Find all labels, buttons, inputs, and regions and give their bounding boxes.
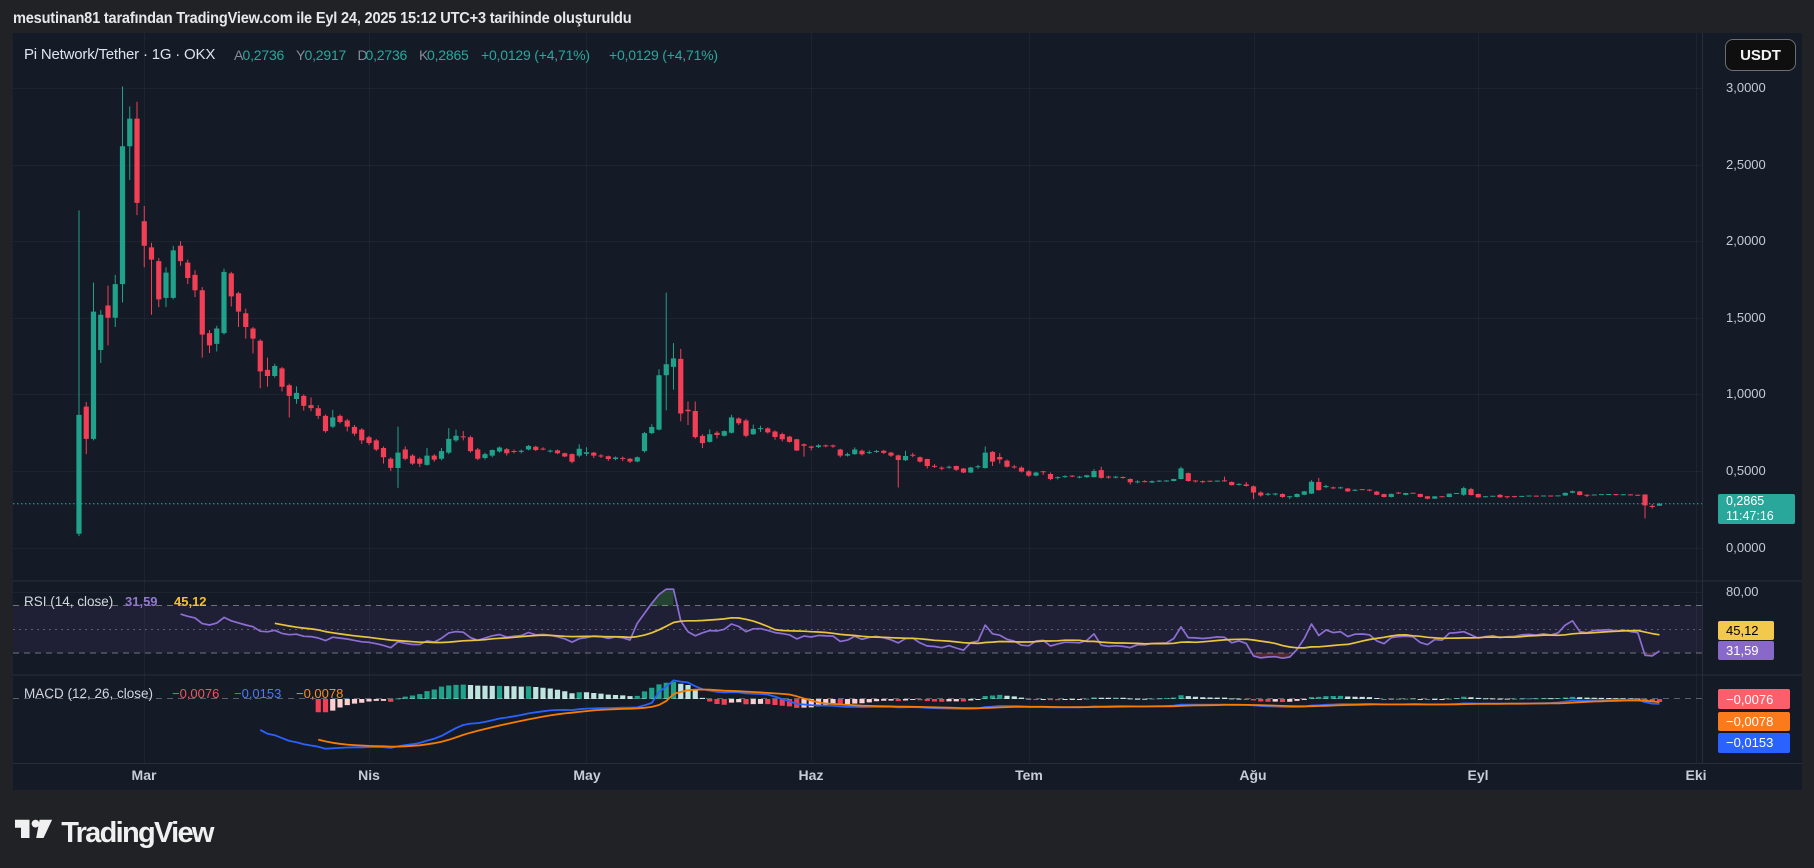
svg-text:TradingView: TradingView <box>61 817 215 849</box>
